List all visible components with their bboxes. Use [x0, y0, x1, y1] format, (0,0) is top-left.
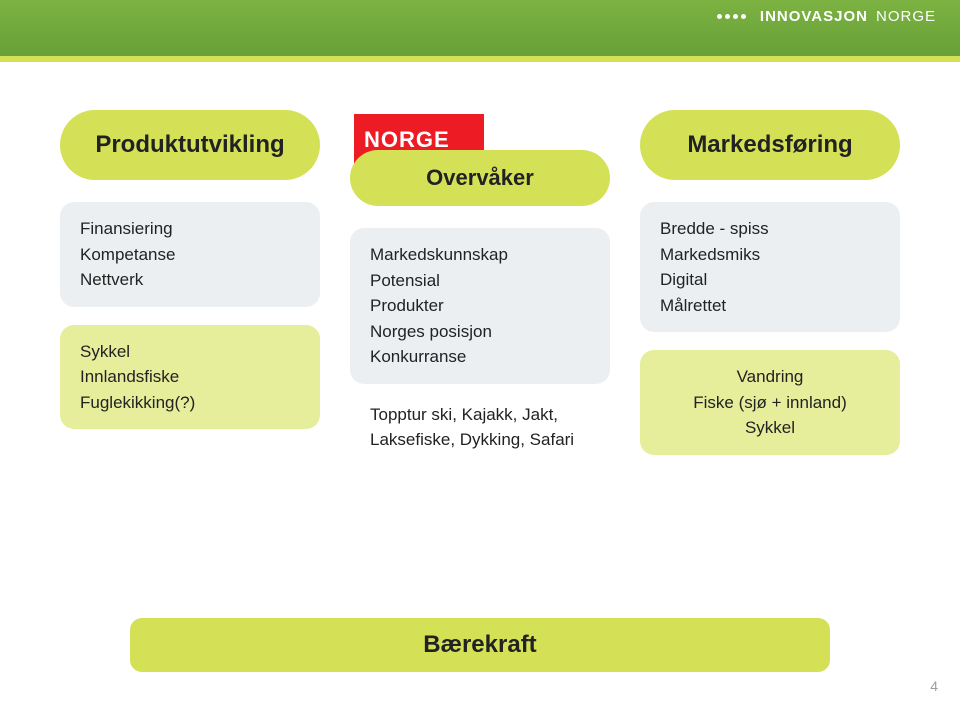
left-box-1: Finansiering Kompetanse Nettverk — [60, 202, 320, 307]
column-right: Markedsføring Bredde - spiss Markedsmiks… — [640, 110, 900, 455]
brand-name: INNOVASJON — [760, 8, 868, 25]
brand-dots-icon — [717, 14, 746, 19]
right-box-2-text: Vandring Fiske (sjø + innland) Sykkel — [660, 364, 880, 441]
page-number: 4 — [930, 678, 938, 694]
header-band: INNOVASJON NORGE — [0, 0, 960, 56]
brand-sub: NORGE — [876, 8, 936, 25]
left-box-1-text: Finansiering Kompetanse Nettverk — [80, 216, 300, 293]
left-box-2-text: Sykkel Innlandsfiske Fuglekikking(?) — [80, 339, 300, 416]
overvaker-pill: Overvåker — [350, 150, 610, 206]
bottom-bar-label: Bærekraft — [423, 631, 536, 659]
right-box-2: Vandring Fiske (sjø + innland) Sykkel — [640, 350, 900, 455]
overvaker-label: Overvåker — [426, 165, 534, 191]
mid-box-text: Markedskunnskap Potensial Produkter Norg… — [370, 242, 590, 370]
mid-box: Markedskunnskap Potensial Produkter Norg… — [350, 228, 610, 384]
slide-stage: NORGE MÅ OPPLEVES Produktutvikling Finan… — [0, 70, 960, 712]
left-box-2: Sykkel Innlandsfiske Fuglekikking(?) — [60, 325, 320, 430]
top-pill-left-label: Produktutvikling — [95, 131, 284, 159]
right-box-1: Bredde - spiss Markedsmiks Digital Målre… — [640, 202, 900, 332]
brand-logo: INNOVASJON NORGE — [717, 8, 936, 25]
column-mid: Overvåker Markedskunnskap Potensial Prod… — [350, 150, 610, 453]
mid-extra-text: Topptur ski, Kajakk, Jakt, Laksefiske, D… — [350, 402, 610, 453]
top-pill-left: Produktutvikling — [60, 110, 320, 180]
top-pill-right-label: Markedsføring — [687, 131, 852, 159]
bottom-bar: Bærekraft — [130, 618, 830, 672]
top-pill-right: Markedsføring — [640, 110, 900, 180]
right-box-1-text: Bredde - spiss Markedsmiks Digital Målre… — [660, 216, 880, 318]
column-left: Produktutvikling Finansiering Kompetanse… — [60, 110, 320, 429]
